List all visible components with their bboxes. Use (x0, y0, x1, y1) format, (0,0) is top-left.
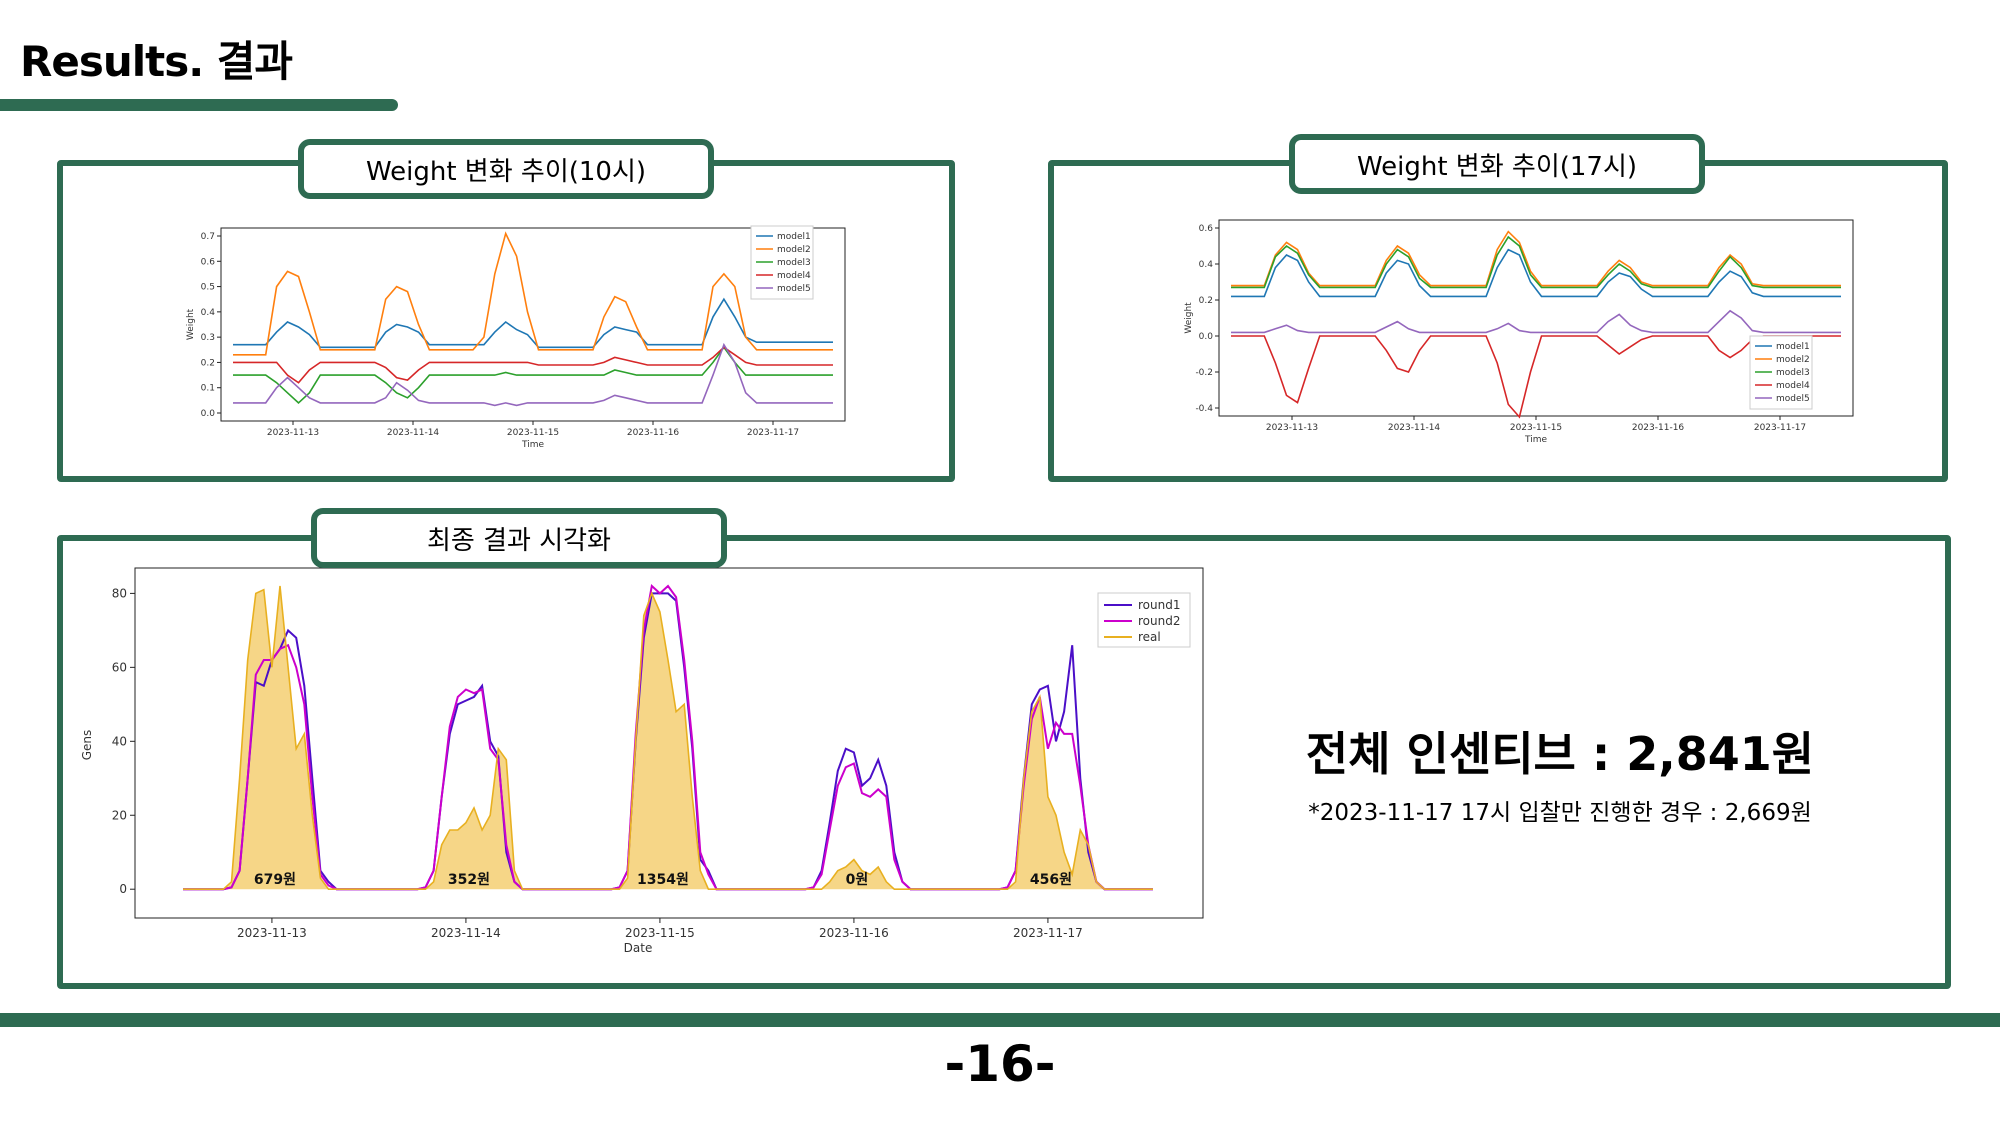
legend-label-model5: model5 (1776, 394, 1810, 404)
final-tab-label: 최종 결과 시각화 (427, 525, 611, 556)
legend-label-model4: model4 (777, 271, 811, 281)
page-number: -16- (944, 1035, 1056, 1093)
x-tick-label: 2023-11-16 (819, 926, 889, 940)
legend-label-round2: round2 (1138, 614, 1180, 628)
legend-label-model1: model1 (777, 232, 811, 242)
x-tick-label: 2023-11-15 (1510, 423, 1562, 433)
y-tick-label: 0.0 (201, 409, 216, 419)
day-incentive-label: 1354원 (637, 872, 689, 888)
y-tick-label: 0.0 (1199, 332, 1214, 342)
series-line-model5 (233, 342, 833, 407)
y-tick-label: 80 (112, 586, 127, 600)
legend-label-model3: model3 (1776, 368, 1810, 378)
legend-label-round1: round1 (1138, 598, 1180, 612)
series-line-real (183, 585, 1153, 891)
y-axis-label: Gens (80, 730, 94, 761)
x-tick-label: 2023-11-15 (507, 428, 559, 438)
incentive-note: *2023-11-17 17시 입찰만 진행한 경우 : 2,669원 (1308, 800, 1812, 826)
legend-label-model4: model4 (1776, 381, 1810, 391)
y-tick-label: 0 (119, 882, 127, 896)
x-tick-label: 2023-11-13 (237, 926, 307, 940)
x-tick-label: 2023-11-14 (431, 926, 501, 940)
y-axis-label: Weight (1184, 302, 1194, 334)
legend-label-model3: model3 (777, 258, 811, 268)
weight10-panel: 0.0 0.1 0.2 0.3 0.4 0.5 0.6 0.7 2023-11-13 2023-1… (57, 160, 955, 482)
weight17-tab: Weight 변화 추이(17시) (1289, 134, 1705, 194)
series-line-model3 (1231, 235, 1841, 289)
plot-frame (1218, 219, 1854, 417)
x-tick-label: 2023-11-17 (747, 428, 799, 438)
y-tick-label: 0.3 (201, 333, 215, 343)
weight17-chart: 0.6 0.4 0.2 0.0 -0.2 -0.4 2023-11-13 2023-11-14… (1184, 219, 1854, 445)
y-tick-label: 0.7 (201, 232, 215, 242)
y-tick-label: 0.6 (201, 257, 216, 267)
legend-label-model2: model2 (1776, 355, 1810, 365)
y-axis-label: Weight (186, 308, 196, 340)
x-tick-label: 2023-11-14 (1388, 423, 1441, 433)
x-tick-label: 2023-11-16 (627, 428, 680, 438)
plot-frame (220, 227, 846, 422)
legend-label-model2: model2 (777, 245, 811, 255)
final-chart: 0 20 40 60 80 2023-11-13 2023-11-14 2023-11-15 2… (80, 567, 1204, 955)
footer-bar (0, 1013, 2000, 1027)
weight10-chart: 0.0 0.1 0.2 0.3 0.4 0.5 0.6 0.7 2023-11-13 2023-1… (186, 225, 846, 450)
series-line-model4 (1231, 335, 1841, 419)
day-incentive-label: 0원 (846, 872, 869, 888)
x-tick-label: 2023-11-17 (1754, 423, 1806, 433)
day-incentive-label: 456원 (1030, 872, 1072, 888)
y-tick-label: -0.4 (1195, 404, 1213, 414)
x-axis-label: Time (1524, 435, 1547, 445)
x-tick-label: 2023-11-13 (267, 428, 319, 438)
legend-label-model5: model5 (777, 284, 811, 294)
y-tick-label: 0.6 (1199, 224, 1214, 234)
series-line-model1 (233, 297, 833, 349)
title-underline (0, 99, 398, 111)
x-tick-label: 2023-11-17 (1013, 926, 1083, 940)
y-tick-label: 40 (112, 734, 127, 748)
x-tick-label: 2023-11-15 (625, 926, 695, 940)
x-axis-label: Time (521, 440, 544, 450)
y-tick-label: 0.4 (201, 308, 216, 318)
page-title: Results. 결과 (20, 37, 293, 86)
series-line-model2 (1231, 230, 1841, 287)
series-line-model4 (233, 346, 833, 384)
x-axis-label: Date (624, 941, 653, 955)
y-tick-label: -0.2 (1195, 368, 1213, 378)
weight17-tab-label: Weight 변화 추이(17시) (1356, 151, 1638, 182)
incentive-total: 전체 인센티브 : 2,841원 (1305, 727, 1815, 781)
series-line-model5 (1231, 309, 1841, 334)
weight10-tab-label: Weight 변화 추이(10시) (365, 156, 647, 187)
x-tick-label: 2023-11-13 (1266, 423, 1318, 433)
y-tick-label: 60 (112, 660, 127, 674)
legend-label-real: real (1138, 630, 1161, 644)
y-tick-label: 0.1 (201, 384, 215, 394)
series-line-model2 (233, 231, 833, 356)
y-tick-label: 20 (112, 808, 127, 822)
final-tab: 최종 결과 시각화 (311, 508, 727, 568)
y-tick-label: 0.5 (201, 283, 215, 293)
y-tick-label: 0.2 (201, 358, 215, 368)
real-area (183, 586, 1153, 890)
legend-label-model1: model1 (1776, 342, 1810, 352)
y-tick-label: 0.4 (1199, 260, 1214, 270)
day-incentive-label: 679원 (254, 872, 296, 888)
weight17-panel: 0.6 0.4 0.2 0.0 -0.2 -0.4 2023-11-13 2023-11-14… (1048, 160, 1948, 482)
x-tick-label: 2023-11-16 (1632, 423, 1685, 433)
weight10-tab: Weight 변화 추이(10시) (298, 139, 714, 199)
x-tick-label: 2023-11-14 (387, 428, 440, 438)
y-tick-label: 0.2 (1199, 296, 1213, 306)
series-line-model1 (1231, 248, 1841, 298)
final-panel: 0 20 40 60 80 2023-11-13 2023-11-14 2023-11-15 2… (57, 535, 1951, 989)
day-incentive-label: 352원 (448, 872, 490, 888)
